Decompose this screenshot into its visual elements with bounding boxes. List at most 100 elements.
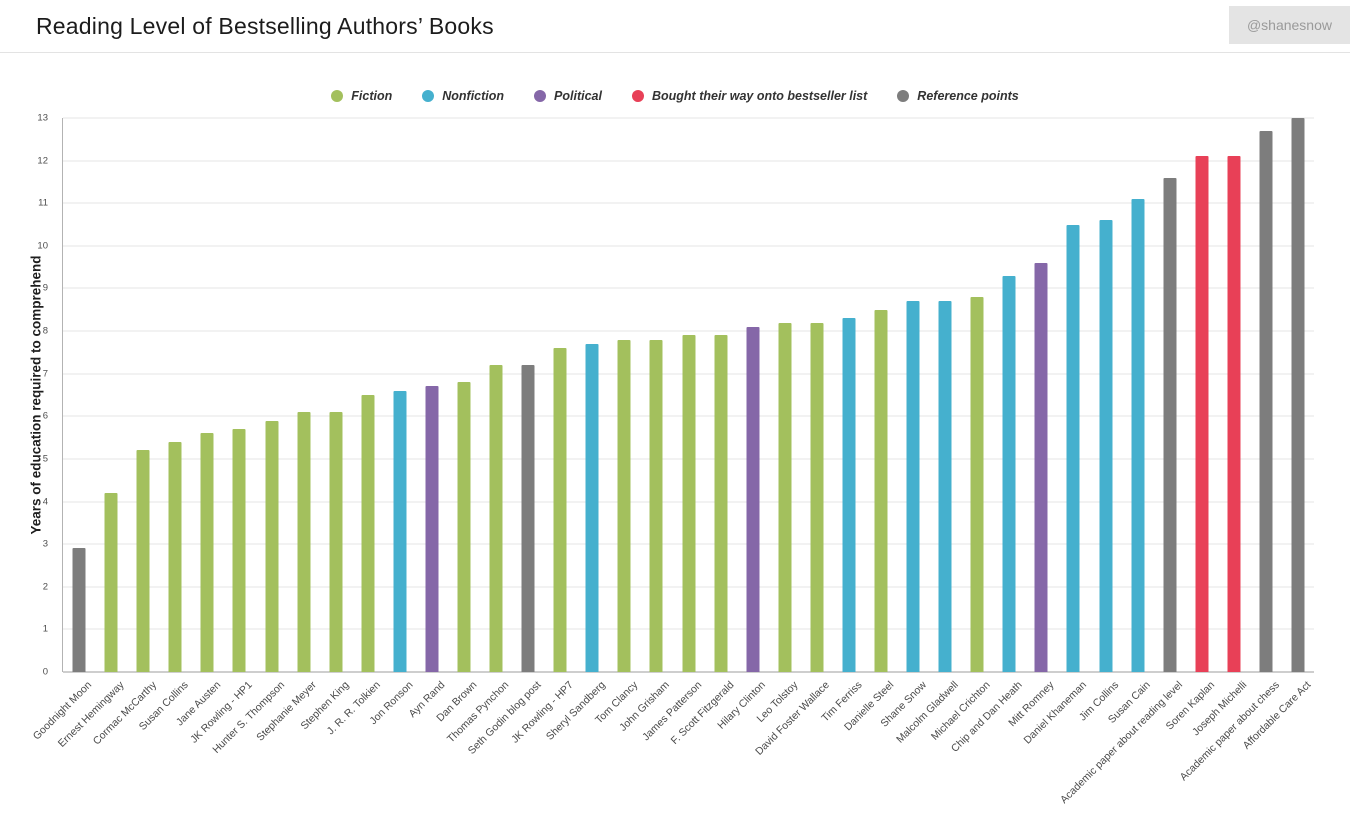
bar <box>842 318 856 672</box>
page-title: Reading Level of Bestselling Authors’ Bo… <box>36 13 494 39</box>
bar <box>200 433 214 672</box>
y-tick-label: 5 <box>42 453 48 465</box>
bar-column: Mitt Romney <box>1007 118 1057 729</box>
legend-label: Political <box>554 89 602 103</box>
gridline <box>63 287 1314 289</box>
y-tick-label: 11 <box>38 197 48 209</box>
y-tick-label: 12 <box>37 155 48 167</box>
legend-item: Political <box>534 89 602 103</box>
bar <box>72 548 86 672</box>
bar <box>714 335 728 672</box>
bar <box>938 301 952 672</box>
y-axis-ticks: 0 1 2 3 4 5 6 7 8 9 10 11 12 13 <box>0 113 56 678</box>
bar <box>906 301 920 672</box>
y-tick-label: 2 <box>42 581 48 593</box>
bar <box>489 365 503 672</box>
bar-column: Ayn Rand <box>406 118 448 720</box>
y-tick-label: 3 <box>42 538 48 550</box>
gridline <box>63 245 1314 247</box>
bar-column: Cormac McCarthy <box>90 118 159 747</box>
bar <box>746 326 760 672</box>
bar <box>1195 156 1209 672</box>
bar-column: Ernest Hemingway <box>56 118 127 750</box>
bar-chart-plot: Goodnight Moon Ernest Hemingway Cormac McC… <box>31 117 1314 806</box>
bar-column: Jane Austen <box>173 118 223 728</box>
y-tick-label: 10 <box>37 240 48 252</box>
bar <box>393 390 407 672</box>
bar <box>617 339 631 672</box>
bar <box>329 412 343 672</box>
bar <box>1291 118 1305 672</box>
bar-column: Daniel Khaneman <box>1021 118 1089 747</box>
legend-item: Reference points <box>897 89 1019 103</box>
legend-dot-icon <box>631 90 644 102</box>
bar-column: Susan Cain <box>1106 118 1154 726</box>
bars: Goodnight Moon Ernest Hemingway Cormac McC… <box>31 118 1314 806</box>
legend-item: Nonfiction <box>422 89 504 103</box>
legend-dot-icon <box>897 90 910 102</box>
bar-column: Leo Tolstoy <box>754 118 801 725</box>
bar <box>425 386 439 672</box>
y-tick-label: 13 <box>37 112 48 124</box>
bar <box>553 348 567 672</box>
bar-column: Stephen King <box>298 118 352 732</box>
legend-label: Nonfiction <box>442 89 505 103</box>
bar <box>778 322 792 672</box>
bar <box>1099 220 1113 672</box>
bar <box>361 395 375 672</box>
y-tick-label: 8 <box>42 325 48 337</box>
y-tick-label: 6 <box>42 410 48 422</box>
bar <box>457 382 471 672</box>
legend-label: Fiction <box>351 89 393 103</box>
legend-dot-icon <box>331 90 344 102</box>
bar <box>1002 275 1016 672</box>
bar-column: Jon Ronson <box>367 118 416 727</box>
legend: Fiction Nonfiction Political Bought their w… <box>0 89 1350 103</box>
bar <box>1227 156 1241 672</box>
bar <box>521 365 535 672</box>
bar <box>1163 177 1177 672</box>
bar-column: Danielle Steel <box>842 118 897 733</box>
bar-column: Thomas Pynchon <box>445 118 512 745</box>
bar-column: Goodnight Moon <box>31 118 95 742</box>
bar <box>1131 198 1145 672</box>
bar-column: JK Rowling - HP7 <box>509 118 576 746</box>
y-tick-label: 0 <box>42 666 48 678</box>
bar-column: Malcolm Gladwell <box>894 118 961 746</box>
bar-column: F. Scott Fitzgerald <box>668 118 737 747</box>
bar <box>297 412 311 672</box>
bar-column: John Grisham <box>617 118 672 734</box>
bar <box>232 429 246 672</box>
bar-column: Jim Collins <box>1077 118 1122 723</box>
bar-column: Stephanie Meyer <box>254 118 320 744</box>
bar-column: J. R. R. Tolkien <box>325 118 384 737</box>
bar <box>970 297 984 672</box>
bar-column: Academic paper about chess <box>1177 118 1282 783</box>
author-badge: @shanesnow <box>1228 6 1350 44</box>
gridline <box>63 117 1314 119</box>
bar <box>168 441 182 672</box>
gridline <box>63 330 1314 332</box>
legend-label: Bought their way onto bestseller list <box>651 89 868 103</box>
bar-column: Tom Clancy <box>593 118 640 726</box>
bar <box>1034 262 1048 672</box>
bar-column: Tim Ferriss <box>819 118 865 724</box>
bar-column: Seth Godin blog post <box>466 118 544 757</box>
legend-label: Reference points <box>917 89 1019 103</box>
y-tick-label: 1 <box>42 623 48 635</box>
bar-column: David Foster Wallace <box>754 118 833 758</box>
bar-column: Sheryl Sandberg <box>544 118 608 743</box>
y-tick-label: 9 <box>42 282 48 294</box>
bar-column: Academic paper about reading level <box>1058 118 1186 806</box>
y-tick-label: 4 <box>42 496 48 508</box>
bar-column: Hilary Clinton <box>716 118 769 732</box>
legend-dot-icon <box>422 90 435 102</box>
bar <box>682 335 696 672</box>
header: Reading Level of Bestselling Authors’ Bo… <box>0 0 1350 53</box>
bar <box>585 343 599 672</box>
bar <box>810 322 824 672</box>
bar <box>1066 224 1080 672</box>
legend-item: Fiction <box>331 89 392 103</box>
y-tick-label: 7 <box>42 368 48 380</box>
